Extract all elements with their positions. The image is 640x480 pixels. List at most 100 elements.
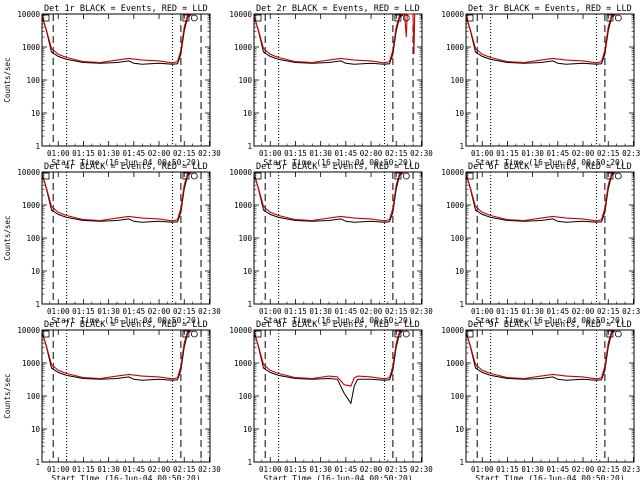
y-tick-label: 100 <box>450 76 464 85</box>
x-axis-label: Start Time (16-Jun-04 00:50:20) <box>475 158 624 167</box>
panel-title: Det 7r BLACK = Events, RED = LLD <box>44 320 208 330</box>
x-tick-label: 02:30 <box>410 465 433 474</box>
x-tick-label: 01:00 <box>471 307 494 316</box>
panel-title: Det 9r BLACK = Events, RED = LLD <box>468 320 632 330</box>
x-tick-label: 01:00 <box>471 465 494 474</box>
end-marker-circle <box>614 14 622 22</box>
plot-frame <box>253 329 423 463</box>
y-tick-label: 1000 <box>446 359 465 368</box>
y-tick-label: 1000 <box>22 201 41 210</box>
y-tick-label: 1000 <box>446 201 465 210</box>
y-tick-label: 100 <box>238 234 252 243</box>
series-lld-line <box>41 329 193 380</box>
y-tick-label: 10 <box>243 425 253 434</box>
series-lld-line <box>41 171 193 222</box>
y-tick-label: 10000 <box>441 326 464 335</box>
series-events-line <box>41 171 193 223</box>
y-tick-label: 10000 <box>441 168 464 177</box>
y-tick-label: 1000 <box>446 43 465 52</box>
y-tick-label: 10 <box>455 267 465 276</box>
x-tick-label: 01:45 <box>547 465 570 474</box>
y-tick-label: 10000 <box>17 326 40 335</box>
y-tick-label: 10 <box>455 425 465 434</box>
x-tick-label: 01:45 <box>547 149 570 158</box>
x-tick-label: 01:15 <box>496 307 519 316</box>
series-events-line <box>41 13 193 65</box>
x-tick-label: 02:00 <box>148 307 171 316</box>
plot-frame <box>253 13 423 147</box>
x-tick-label: 01:30 <box>97 465 120 474</box>
x-tick-label: 02:00 <box>148 149 171 158</box>
x-tick-label: 02:30 <box>622 149 640 158</box>
x-tick-label: 02:00 <box>360 149 383 158</box>
x-tick-label: 01:45 <box>123 149 146 158</box>
y-tick-label: 10 <box>31 109 41 118</box>
x-tick-label: 02:30 <box>410 307 433 316</box>
x-tick-label: 01:45 <box>547 307 570 316</box>
panel-title: Det 4r BLACK = Events, RED = LLD <box>44 162 208 172</box>
y-tick-label: 100 <box>238 392 252 401</box>
plot-frame <box>41 13 211 147</box>
panel-title: Det 5r BLACK = Events, RED = LLD <box>256 162 420 172</box>
series-lld-line <box>253 171 405 222</box>
panel-7: Det 7r BLACK = Events, RED = LLD 1 10 100 10… <box>3 320 221 480</box>
series-events-line <box>253 171 405 223</box>
x-tick-label: 01:30 <box>97 307 120 316</box>
x-tick-label: 02:00 <box>572 149 595 158</box>
y-tick-label: 1 <box>247 142 252 151</box>
x-tick-label: 02:15 <box>385 149 408 158</box>
x-axis-label: Start Time (16-Jun-04 00:50:20) <box>263 158 412 167</box>
series-lld-line <box>253 329 405 387</box>
x-tick-label: 01:15 <box>496 465 519 474</box>
y-tick-label: 10000 <box>229 326 252 335</box>
y-tick-label: 10 <box>455 109 465 118</box>
y-tick-label: 10000 <box>229 10 252 19</box>
series-events-line <box>465 171 617 223</box>
y-tick-label: 1 <box>459 458 464 467</box>
start-marker-square <box>42 172 50 180</box>
x-tick-label: 01:00 <box>471 149 494 158</box>
x-axis-label: Start Time (16-Jun-04 00:50:20) <box>51 474 200 480</box>
x-tick-label: 02:15 <box>173 307 196 316</box>
y-tick-label: 1 <box>35 142 40 151</box>
y-tick-label: 1000 <box>22 43 41 52</box>
y-tick-label: 10 <box>243 267 253 276</box>
y-tick-label: 10 <box>243 109 253 118</box>
x-tick-label: 01:00 <box>47 149 70 158</box>
y-tick-label: 100 <box>450 234 464 243</box>
end-marker-circle <box>190 14 198 22</box>
y-tick-label: 10000 <box>441 10 464 19</box>
panel-4: Det 4r BLACK = Events, RED = LLD 1 10 100 10… <box>3 162 221 325</box>
panel-title: Det 8r BLACK = Events, RED = LLD <box>256 320 420 330</box>
panel-8: Det 8r BLACK = Events, RED = LLD 1 10 100 10… <box>229 320 433 480</box>
plot-frame <box>41 171 211 305</box>
x-tick-label: 01:15 <box>72 149 95 158</box>
end-marker-circle <box>190 172 198 180</box>
y-tick-label: 1 <box>247 300 252 309</box>
end-marker-circle <box>402 330 410 338</box>
start-marker-square <box>466 330 474 338</box>
x-tick-label: 02:00 <box>360 465 383 474</box>
end-marker-square <box>394 172 402 180</box>
plot-frame <box>41 329 211 463</box>
y-tick-label: 1 <box>247 458 252 467</box>
end-marker-square <box>606 330 614 338</box>
start-marker-square <box>466 14 474 22</box>
x-tick-label: 01:30 <box>97 149 120 158</box>
start-marker-square <box>42 14 50 22</box>
panel-6: Det 6r BLACK = Events, RED = LLD 1 10 100 10… <box>441 162 640 325</box>
y-tick-label: 100 <box>26 392 40 401</box>
x-tick-label: 01:00 <box>259 307 282 316</box>
start-marker-square <box>254 14 262 22</box>
x-tick-label: 01:30 <box>309 307 332 316</box>
y-tick-label: 10000 <box>229 168 252 177</box>
end-marker-square <box>606 14 614 22</box>
x-tick-label: 01:15 <box>284 307 307 316</box>
panel-9: Det 9r BLACK = Events, RED = LLD 1 10 100 10… <box>441 320 640 480</box>
series-events-line <box>253 329 405 405</box>
plot-frame <box>465 329 635 463</box>
x-tick-label: 02:15 <box>597 465 620 474</box>
x-tick-label: 02:00 <box>572 307 595 316</box>
end-marker-square <box>182 330 190 338</box>
series-events-line <box>465 13 617 65</box>
